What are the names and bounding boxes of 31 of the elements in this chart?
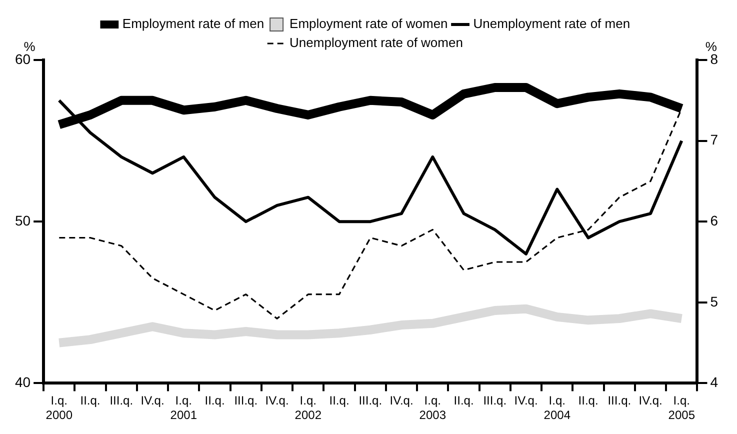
legend-label: Employment rate of women — [290, 16, 448, 32]
y2-tick-label: 5 — [710, 293, 718, 310]
x-tick-label: III.q. — [110, 394, 134, 408]
x-tick-label: I.q. 2005 — [668, 394, 696, 422]
y2-tick-label: 7 — [710, 132, 718, 148]
x-tick-label: IV.q. — [265, 394, 289, 408]
y2-tick-label: 4 — [710, 374, 718, 390]
legend-label: Unemployment rate of women — [290, 35, 463, 50]
x-tick-label: I.q. 2004 — [544, 394, 571, 422]
x-tick-label: II.q. — [329, 394, 350, 408]
x-tick-label: II.q. — [204, 394, 225, 408]
x-tick-label: IV.q. — [514, 394, 538, 408]
x-tick-label: III.q. — [608, 394, 632, 408]
x-tick-label: II.q. — [80, 394, 100, 408]
x-tick-label: III.q. — [358, 394, 382, 408]
x-tick-label: I.q. 2003 — [419, 394, 446, 422]
x-tick-label: I.q. 2000 — [46, 394, 73, 422]
x-tick-label: IV.q. — [638, 394, 662, 408]
x-tick-label: IV.q. — [390, 394, 414, 408]
legend-label: Unemployment rate of men — [473, 16, 630, 32]
x-tick-label: II.q. — [578, 394, 598, 408]
y-tick-label: 40 — [14, 374, 31, 390]
x-tick-label: IV.q. — [140, 394, 164, 408]
x-tick-label: I.q. 2001 — [170, 394, 198, 422]
y2-tick-label: 6 — [710, 212, 718, 228]
legend-label: Employment rate of men — [122, 16, 264, 32]
x-tick-label: II.q. — [454, 394, 474, 408]
x-tick-label: III.q. — [234, 394, 258, 408]
x-tick-label: III.q. — [483, 394, 507, 408]
x-tick-label: I.q. 2002 — [294, 394, 322, 422]
y-tick-label: 50 — [14, 212, 31, 228]
